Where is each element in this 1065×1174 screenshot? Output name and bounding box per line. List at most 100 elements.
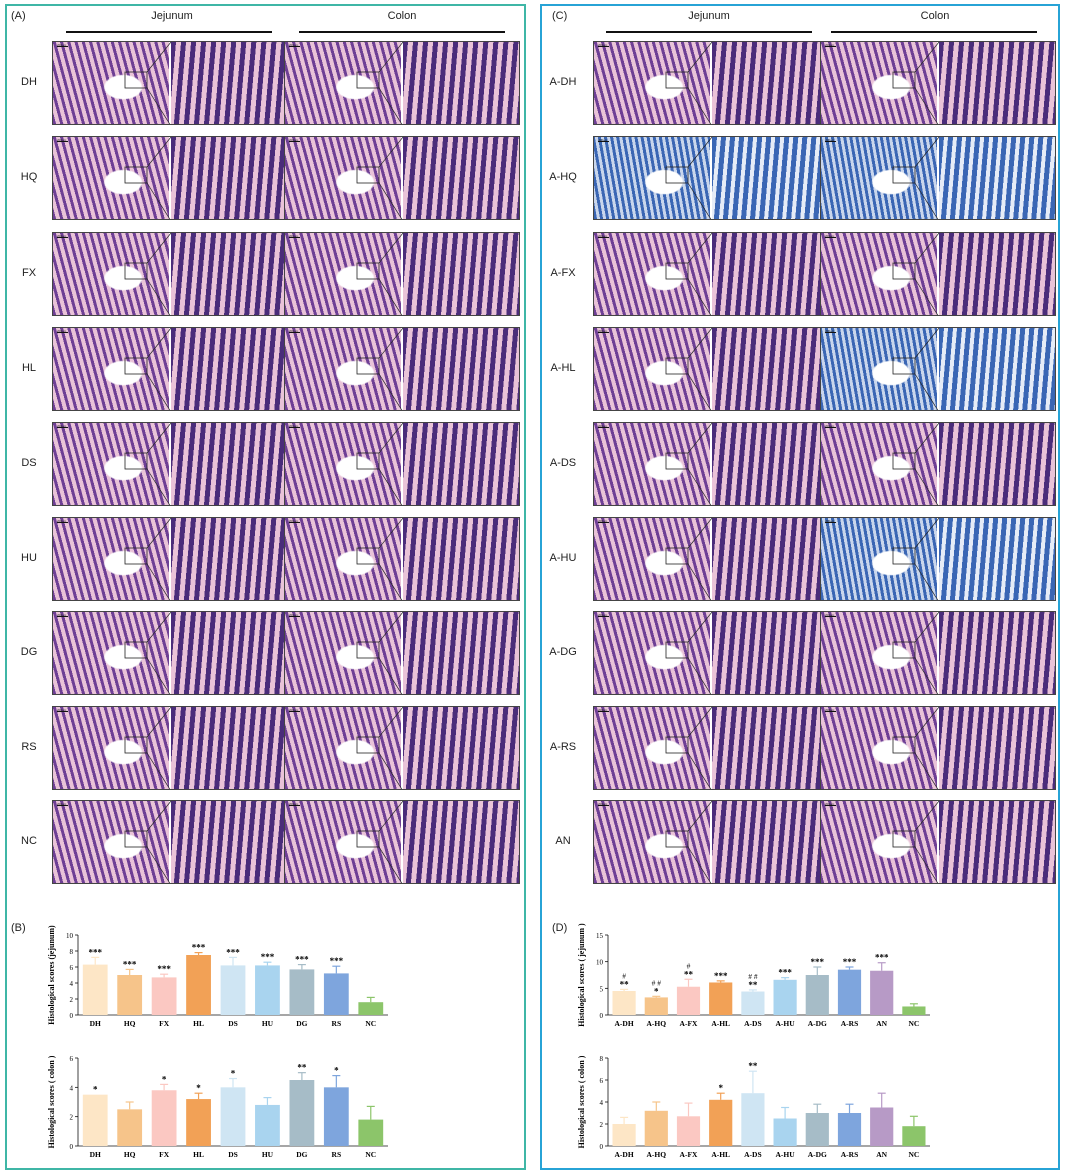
zoom-guide-lines (124, 423, 172, 505)
significance-mark: *** (330, 956, 344, 966)
x-tick-label-hu: HU (262, 1019, 274, 1028)
tile-divider (937, 518, 939, 600)
scale-bar (57, 332, 68, 333)
row-label-nc: NC (21, 835, 37, 847)
scale-bar-label: 200μm (57, 329, 67, 333)
y-tick-label: 0 (600, 1143, 604, 1151)
row-label-dh: DH (21, 76, 37, 88)
micrograph-colon-a-fx: 200μm (820, 232, 1056, 316)
micrograph-jejunum-a-ds: 200μm (593, 422, 829, 506)
zoom-guide-lines (124, 518, 172, 600)
scale-bar-label: 200μm (57, 424, 67, 428)
zoom-guide-lines (892, 707, 940, 789)
scale-bar-label: 200μm (57, 519, 67, 523)
scale-bar-label: 200μm (289, 138, 299, 142)
significance-mark: * (231, 1069, 236, 1079)
significance-mark: * (93, 1085, 98, 1095)
micrograph-colon-a-hl: 200μm (820, 327, 1056, 411)
zoom-image (403, 612, 519, 694)
zoom-guide-lines (665, 233, 713, 315)
zoom-guide-lines (892, 612, 940, 694)
y-tick-label: 10 (596, 959, 604, 967)
bar-a-hu (773, 1118, 797, 1146)
x-tick-label-nc: NC (908, 1150, 919, 1159)
micrograph-jejunum-a-hq: 200μm (593, 136, 829, 220)
row-label-an: AN (555, 835, 571, 847)
scale-bar-label: 200μm (57, 43, 67, 47)
significance-mark: * (334, 1066, 339, 1076)
zoom-guide-lines (124, 612, 172, 694)
row-label-a-rs: A-RS (549, 741, 577, 753)
scale-bar (825, 522, 836, 523)
zoom-guide-lines (356, 328, 404, 410)
micrograph-colon-hq: 200μm (284, 136, 520, 220)
x-tick-label-a-rs: A-RS (841, 1150, 859, 1159)
micrograph-colon-nc: 200μm (284, 800, 520, 884)
overview-image (285, 612, 402, 694)
x-tick-label-rs: RS (332, 1019, 342, 1028)
y-tick-label: 0 (70, 1143, 74, 1151)
row-label-a-hl: A-HL (550, 362, 576, 374)
bar-nc (358, 1002, 384, 1015)
zoom-image (171, 518, 287, 600)
micrograph-jejunum-hu: 200μm (52, 517, 288, 601)
x-tick-label-a-rs: A-RS (841, 1019, 859, 1028)
row-label-a-dh: A-DH (549, 76, 577, 88)
tile-divider (710, 707, 712, 789)
bar-a-hu (773, 979, 797, 1015)
x-tick-label-a-hu: A-HU (776, 1150, 796, 1159)
y-tick-label: 10 (66, 932, 74, 940)
x-tick-label-dg: DG (296, 1019, 307, 1028)
bar-fx (151, 1090, 177, 1146)
scale-bar (598, 522, 609, 523)
scale-bar (598, 805, 609, 806)
zoom-guide-lines (892, 423, 940, 505)
zoom-image (403, 707, 519, 789)
y-axis-label: Histological scores ( jejunum ) (577, 923, 586, 1027)
scale-bar (598, 616, 609, 617)
zoom-guide-lines (124, 328, 172, 410)
overview-image (285, 137, 402, 219)
chart-b-colon: Histological scores ( colon ) 0 2 4 6 DH * HQ FX… (47, 1055, 388, 1159)
scale-bar-label: 200μm (825, 613, 835, 617)
scale-bar (289, 141, 300, 142)
zoom-guide-lines (665, 801, 713, 883)
x-tick-label-hl: HL (193, 1019, 204, 1028)
bar-an (870, 970, 894, 1015)
tile-divider (401, 707, 403, 789)
row-label-hl: HL (21, 362, 37, 374)
zoom-image (171, 42, 287, 124)
x-tick-label-a-dg: A-DG (808, 1150, 827, 1159)
tile-divider (169, 423, 171, 505)
y-tick-label: 2 (70, 1114, 74, 1122)
bar-hq (117, 975, 143, 1015)
zoom-image (712, 423, 828, 505)
tile-divider (169, 801, 171, 883)
col-header-jejunum-right: Jejunum (688, 10, 730, 22)
micrograph-colon-fx: 200μm (284, 232, 520, 316)
scale-bar-label: 200μm (598, 234, 608, 238)
zoom-guide-lines (892, 328, 940, 410)
x-tick-label-nc: NC (365, 1019, 376, 1028)
scale-bar-label: 200μm (825, 138, 835, 142)
scale-bar-label: 200μm (289, 43, 299, 47)
scale-bar-label: 200μm (825, 708, 835, 712)
tile-divider (169, 707, 171, 789)
tile-divider (401, 137, 403, 219)
scale-bar-label: 200μm (825, 329, 835, 333)
bar-a-dg (805, 975, 829, 1015)
significance-mark: * (654, 986, 659, 996)
zoom-guide-lines (665, 42, 713, 124)
scale-bar (289, 332, 300, 333)
bar-a-dg (805, 1113, 829, 1146)
scale-bar (598, 141, 609, 142)
x-tick-label-fx: FX (159, 1150, 170, 1159)
micrograph-jejunum-dg: 200μm (52, 611, 288, 695)
micrograph-colon-a-dh: 200μm (820, 41, 1056, 125)
row-label-hq: HQ (20, 171, 38, 183)
overview-image (594, 423, 711, 505)
significance-mark: *** (226, 947, 240, 957)
zoom-guide-lines (124, 233, 172, 315)
zoom-image (712, 518, 828, 600)
scale-bar-label: 200μm (598, 424, 608, 428)
